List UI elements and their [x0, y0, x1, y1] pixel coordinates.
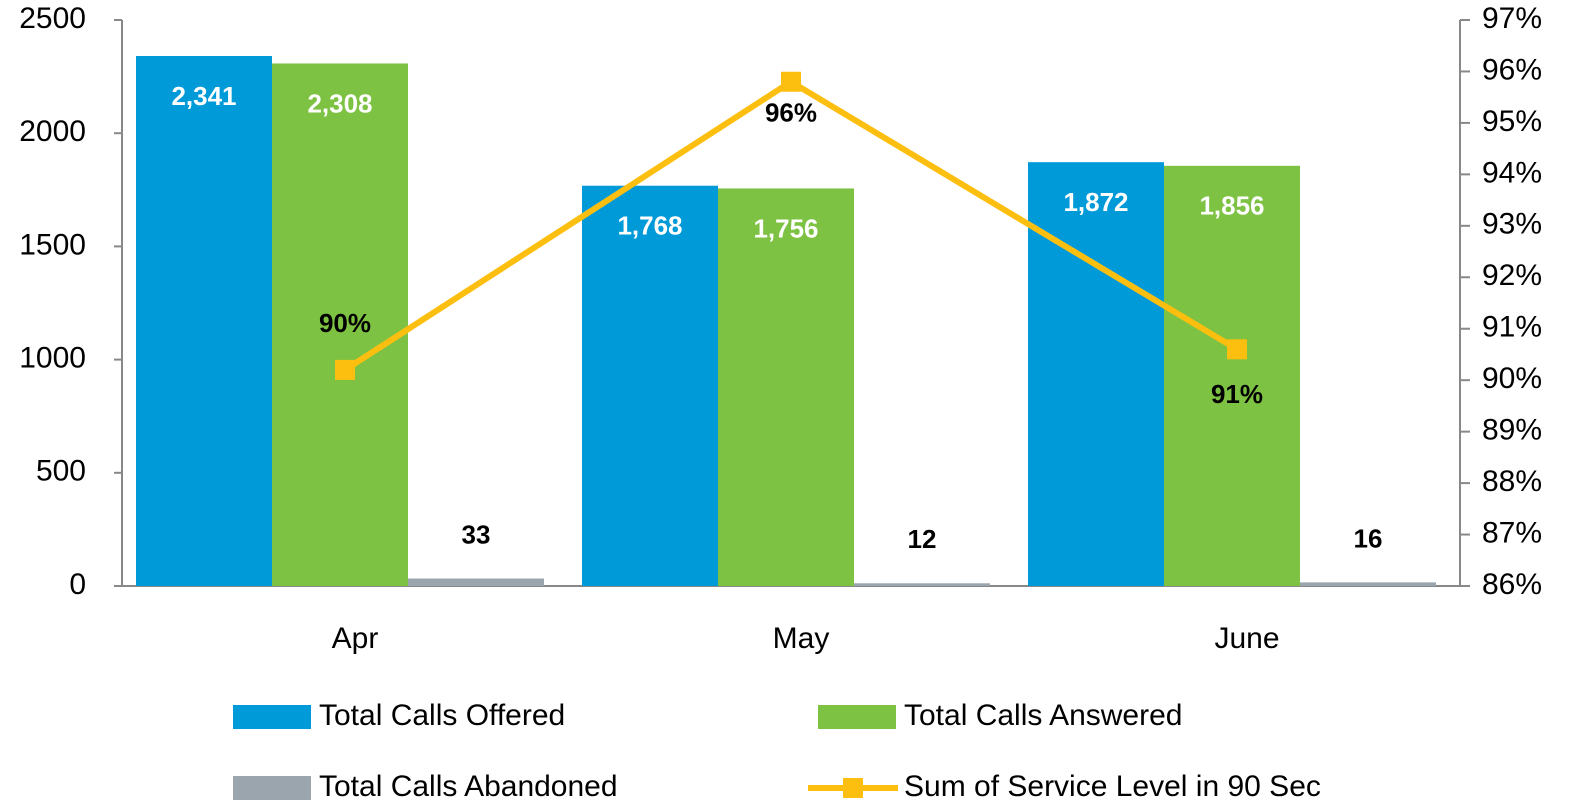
line-marker	[781, 71, 801, 92]
legend-label: Sum of Service Level in 90 Sec	[904, 770, 1321, 803]
y-tick-label: 1500	[19, 228, 86, 261]
bar	[408, 578, 544, 586]
y2-tick-label: 92%	[1482, 259, 1542, 292]
x-tick-label: May	[773, 622, 830, 655]
line-marker	[1227, 339, 1247, 360]
legend-label: Total Calls Offered	[319, 699, 565, 732]
bar	[718, 188, 854, 587]
y2-tick-label: 96%	[1482, 53, 1542, 86]
data-label: 1,768	[617, 211, 682, 241]
y-tick-label: 500	[36, 455, 86, 488]
x-tick-label: Apr	[332, 622, 379, 655]
y2-tick-label: 94%	[1482, 156, 1542, 189]
data-label: 2,341	[171, 81, 236, 111]
legend-swatch	[233, 776, 311, 800]
data-label: 1,872	[1063, 187, 1128, 217]
legend-swatch	[233, 705, 311, 729]
legend-label: Total Calls Abandoned	[319, 770, 618, 803]
y-tick-label: 2500	[19, 2, 86, 35]
bar	[1028, 162, 1164, 586]
y2-tick-label: 90%	[1482, 362, 1542, 395]
y2-tick-label: 86%	[1482, 568, 1542, 601]
legend-label: Total Calls Answered	[904, 699, 1182, 732]
data-label: 33	[462, 519, 491, 549]
data-label: 12	[908, 524, 937, 554]
bar	[136, 55, 272, 586]
bar	[272, 63, 408, 586]
line-marker	[335, 359, 355, 380]
y-tick-label: 0	[69, 568, 86, 601]
y2-tick-label: 88%	[1482, 465, 1542, 498]
y-tick-label: 1000	[19, 342, 86, 375]
y2-tick-label: 89%	[1482, 414, 1542, 447]
data-label: 16	[1354, 523, 1383, 553]
data-label: 2,308	[307, 88, 372, 118]
legend-swatch	[818, 705, 896, 729]
data-label: 96%	[765, 98, 817, 128]
y2-tick-label: 95%	[1482, 105, 1542, 138]
y-tick-label: 2000	[19, 115, 86, 148]
bar	[582, 185, 718, 586]
data-label: 1,756	[753, 213, 818, 243]
data-label: 90%	[319, 308, 371, 338]
y2-tick-label: 93%	[1482, 208, 1542, 241]
legend-swatch	[843, 778, 863, 798]
bar	[1300, 582, 1436, 586]
y2-tick-label: 87%	[1482, 516, 1542, 549]
y2-tick-label: 91%	[1482, 311, 1542, 344]
data-label: 91%	[1211, 379, 1263, 409]
x-tick-label: June	[1214, 622, 1279, 655]
y2-tick-label: 97%	[1482, 2, 1542, 35]
bar	[854, 583, 990, 586]
data-label: 1,856	[1199, 191, 1264, 221]
bar	[1164, 165, 1300, 586]
